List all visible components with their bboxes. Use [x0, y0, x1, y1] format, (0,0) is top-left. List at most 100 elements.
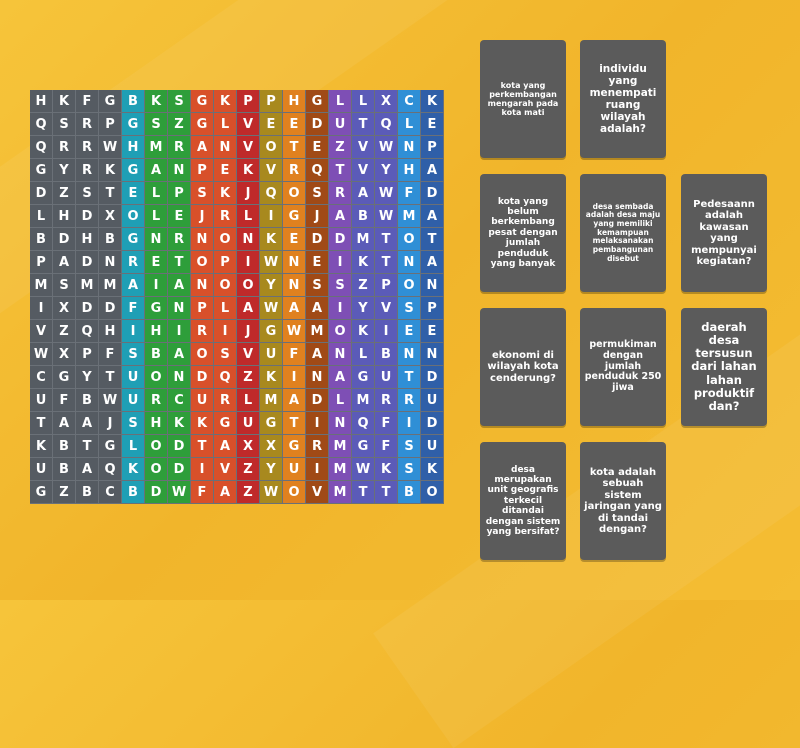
- grid-cell[interactable]: Y: [260, 458, 283, 481]
- grid-cell[interactable]: W: [260, 481, 283, 504]
- grid-cell[interactable]: O: [214, 228, 237, 251]
- grid-cell[interactable]: V: [352, 136, 375, 159]
- grid-cell[interactable]: N: [329, 412, 352, 435]
- grid-cell[interactable]: I: [306, 412, 329, 435]
- grid-cell[interactable]: Y: [76, 366, 99, 389]
- grid-cell[interactable]: A: [53, 251, 76, 274]
- grid-cell[interactable]: A: [168, 274, 191, 297]
- grid-cell[interactable]: M: [329, 458, 352, 481]
- grid-cell[interactable]: P: [99, 113, 122, 136]
- grid-cell[interactable]: W: [352, 458, 375, 481]
- grid-cell[interactable]: D: [99, 297, 122, 320]
- clue-card-individu[interactable]: individu yang menempati ruang wilayah ad…: [580, 40, 666, 158]
- grid-cell[interactable]: Z: [53, 481, 76, 504]
- grid-cell[interactable]: Z: [237, 366, 260, 389]
- grid-cell[interactable]: A: [214, 481, 237, 504]
- grid-cell[interactable]: U: [375, 366, 398, 389]
- grid-cell[interactable]: B: [76, 389, 99, 412]
- grid-cell[interactable]: G: [283, 435, 306, 458]
- grid-cell[interactable]: F: [375, 435, 398, 458]
- grid-cell[interactable]: N: [421, 343, 444, 366]
- grid-cell[interactable]: P: [421, 297, 444, 320]
- grid-cell[interactable]: E: [122, 182, 145, 205]
- grid-cell[interactable]: N: [145, 228, 168, 251]
- grid-cell[interactable]: U: [421, 389, 444, 412]
- grid-cell[interactable]: L: [329, 90, 352, 113]
- grid-cell[interactable]: C: [168, 389, 191, 412]
- grid-cell[interactable]: R: [375, 389, 398, 412]
- grid-cell[interactable]: N: [398, 251, 421, 274]
- grid-cell[interactable]: G: [122, 113, 145, 136]
- grid-cell[interactable]: M: [352, 389, 375, 412]
- grid-cell[interactable]: T: [168, 251, 191, 274]
- grid-cell[interactable]: O: [398, 228, 421, 251]
- grid-cell[interactable]: U: [329, 113, 352, 136]
- grid-cell[interactable]: B: [398, 481, 421, 504]
- grid-cell[interactable]: J: [237, 182, 260, 205]
- grid-cell[interactable]: P: [168, 182, 191, 205]
- grid-cell[interactable]: I: [283, 366, 306, 389]
- grid-cell[interactable]: W: [260, 297, 283, 320]
- grid-cell[interactable]: N: [99, 251, 122, 274]
- grid-cell[interactable]: A: [352, 182, 375, 205]
- grid-cell[interactable]: G: [306, 90, 329, 113]
- grid-cell[interactable]: F: [122, 297, 145, 320]
- grid-cell[interactable]: O: [237, 274, 260, 297]
- grid-cell[interactable]: R: [76, 113, 99, 136]
- grid-cell[interactable]: E: [283, 113, 306, 136]
- grid-cell[interactable]: L: [30, 205, 53, 228]
- grid-cell[interactable]: D: [30, 182, 53, 205]
- grid-cell[interactable]: N: [237, 228, 260, 251]
- grid-cell[interactable]: X: [53, 297, 76, 320]
- grid-cell[interactable]: K: [214, 90, 237, 113]
- grid-cell[interactable]: H: [99, 320, 122, 343]
- grid-cell[interactable]: S: [214, 343, 237, 366]
- grid-cell[interactable]: N: [329, 343, 352, 366]
- grid-cell[interactable]: S: [168, 90, 191, 113]
- grid-cell[interactable]: U: [421, 435, 444, 458]
- grid-cell[interactable]: L: [237, 389, 260, 412]
- grid-cell[interactable]: S: [145, 113, 168, 136]
- grid-cell[interactable]: T: [375, 228, 398, 251]
- grid-cell[interactable]: Q: [99, 458, 122, 481]
- grid-cell[interactable]: A: [145, 159, 168, 182]
- grid-cell[interactable]: W: [375, 136, 398, 159]
- grid-cell[interactable]: X: [237, 435, 260, 458]
- grid-cell[interactable]: F: [398, 182, 421, 205]
- grid-cell[interactable]: I: [329, 251, 352, 274]
- grid-cell[interactable]: Q: [306, 159, 329, 182]
- grid-cell[interactable]: I: [306, 458, 329, 481]
- grid-cell[interactable]: A: [329, 205, 352, 228]
- grid-cell[interactable]: D: [76, 205, 99, 228]
- grid-cell[interactable]: D: [76, 251, 99, 274]
- grid-cell[interactable]: D: [168, 458, 191, 481]
- grid-cell[interactable]: S: [329, 274, 352, 297]
- grid-cell[interactable]: B: [375, 343, 398, 366]
- grid-cell[interactable]: E: [145, 251, 168, 274]
- grid-cell[interactable]: B: [122, 90, 145, 113]
- grid-cell[interactable]: D: [53, 228, 76, 251]
- grid-cell[interactable]: S: [398, 435, 421, 458]
- grid-cell[interactable]: G: [30, 159, 53, 182]
- clue-card-pedesaan[interactable]: Pedesaann adalah kawasan yang mempunyai …: [681, 174, 767, 292]
- grid-cell[interactable]: D: [76, 297, 99, 320]
- grid-cell[interactable]: W: [260, 251, 283, 274]
- grid-cell[interactable]: E: [306, 251, 329, 274]
- grid-cell[interactable]: L: [145, 205, 168, 228]
- grid-cell[interactable]: K: [421, 90, 444, 113]
- grid-cell[interactable]: R: [214, 389, 237, 412]
- grid-cell[interactable]: I: [122, 320, 145, 343]
- grid-cell[interactable]: O: [122, 205, 145, 228]
- grid-cell[interactable]: F: [191, 481, 214, 504]
- grid-cell[interactable]: M: [398, 205, 421, 228]
- grid-cell[interactable]: F: [99, 343, 122, 366]
- grid-cell[interactable]: B: [352, 205, 375, 228]
- grid-cell[interactable]: T: [99, 366, 122, 389]
- grid-cell[interactable]: Q: [30, 136, 53, 159]
- grid-cell[interactable]: T: [375, 481, 398, 504]
- grid-cell[interactable]: S: [398, 458, 421, 481]
- grid-cell[interactable]: B: [145, 343, 168, 366]
- grid-cell[interactable]: R: [306, 435, 329, 458]
- grid-cell[interactable]: I: [145, 274, 168, 297]
- grid-cell[interactable]: F: [53, 389, 76, 412]
